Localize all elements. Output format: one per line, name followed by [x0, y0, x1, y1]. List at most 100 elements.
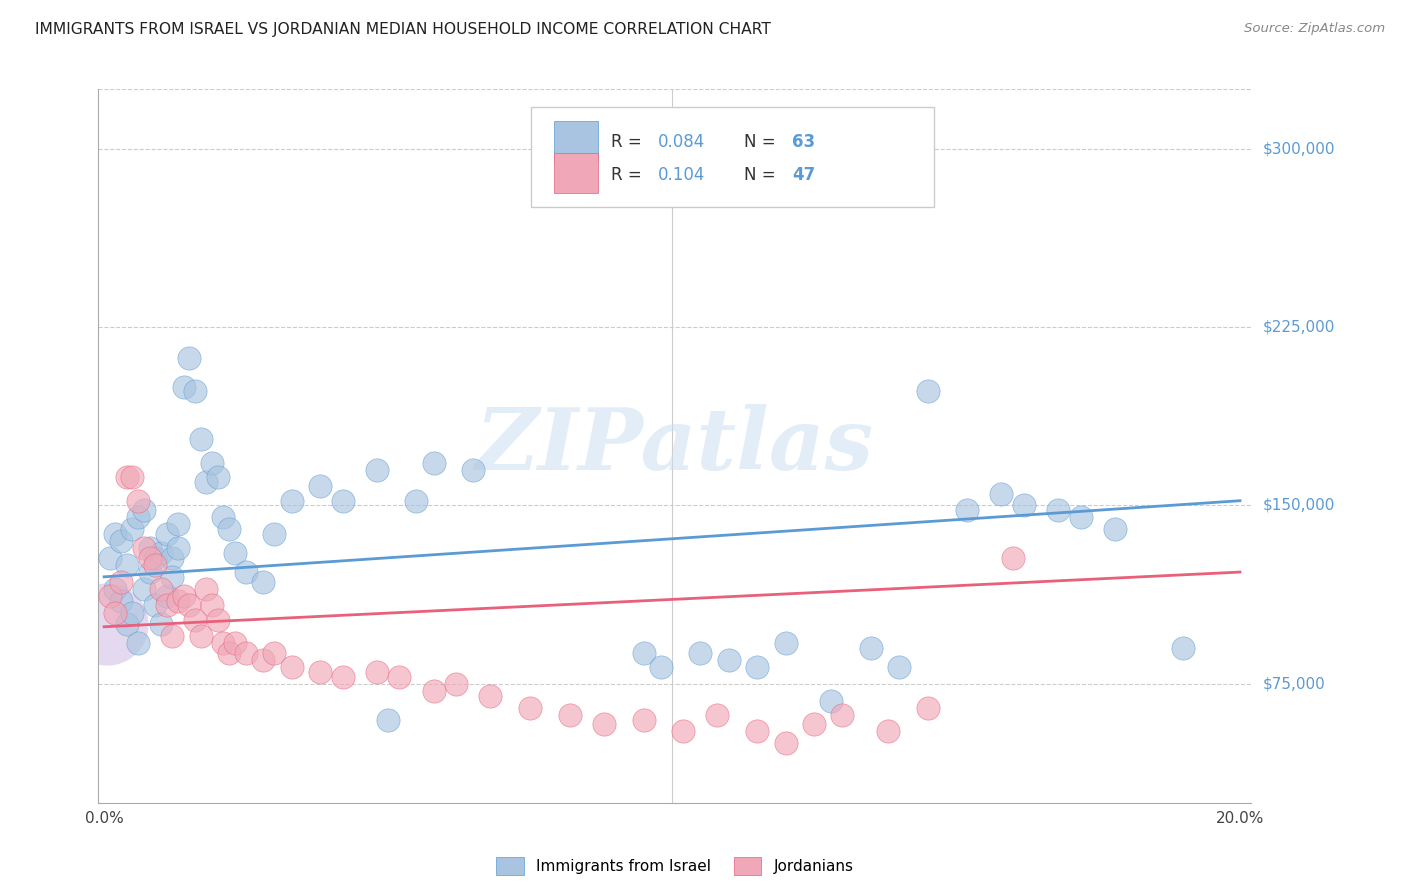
Point: [98, 589, 121, 603]
Point: [917, 384, 939, 399]
Point: [162, 629, 184, 643]
Point: [110, 593, 132, 607]
Point: [149, 617, 172, 632]
Point: [149, 546, 172, 560]
Point: [405, 493, 427, 508]
Point: [775, 636, 797, 650]
Point: [689, 646, 711, 660]
Point: [422, 456, 444, 470]
Point: [366, 665, 388, 679]
FancyBboxPatch shape: [554, 121, 598, 161]
Point: [184, 384, 207, 399]
Text: 0.084: 0.084: [658, 133, 704, 151]
Point: [1173, 641, 1195, 656]
Text: R =: R =: [612, 133, 648, 151]
Point: [173, 379, 195, 393]
Point: [190, 629, 212, 643]
Point: [889, 660, 911, 674]
Point: [280, 660, 302, 674]
Point: [377, 713, 399, 727]
Point: [263, 527, 285, 541]
Point: [138, 550, 160, 565]
Point: [143, 550, 166, 565]
Point: [235, 565, 257, 579]
Point: [263, 646, 285, 660]
Point: [132, 582, 155, 596]
Point: [479, 689, 502, 703]
Point: [184, 613, 207, 627]
Point: [388, 670, 411, 684]
Point: [956, 503, 979, 517]
Text: 63: 63: [793, 133, 815, 151]
Point: [155, 599, 177, 613]
Point: [149, 582, 172, 596]
Point: [672, 724, 695, 739]
Point: [212, 636, 235, 650]
Point: [132, 503, 155, 517]
Point: [917, 700, 939, 714]
Point: [96, 617, 118, 632]
Point: [820, 693, 842, 707]
Point: [212, 510, 235, 524]
Point: [224, 546, 246, 560]
Point: [831, 707, 853, 722]
FancyBboxPatch shape: [554, 153, 598, 193]
Point: [558, 707, 581, 722]
Point: [173, 589, 195, 603]
Point: [98, 550, 121, 565]
Point: [195, 582, 218, 596]
Point: [162, 570, 184, 584]
Text: N =: N =: [744, 133, 780, 151]
Point: [650, 660, 672, 674]
Point: [110, 574, 132, 589]
Point: [121, 470, 143, 484]
Point: [207, 470, 229, 484]
Point: [138, 541, 160, 556]
Point: [143, 599, 166, 613]
Point: [218, 646, 240, 660]
Point: [179, 599, 201, 613]
Point: [167, 541, 190, 556]
Point: [138, 565, 160, 579]
Point: [252, 574, 274, 589]
Point: [1001, 550, 1024, 565]
FancyBboxPatch shape: [530, 107, 935, 207]
Point: [127, 636, 149, 650]
Point: [207, 613, 229, 627]
Point: [218, 522, 240, 536]
Point: [876, 724, 898, 739]
Point: [252, 653, 274, 667]
Point: [190, 432, 212, 446]
Point: [195, 475, 218, 489]
Point: [747, 660, 769, 674]
Point: [280, 493, 302, 508]
Point: [859, 641, 882, 656]
Point: [121, 522, 143, 536]
Text: $225,000: $225,000: [1263, 319, 1334, 334]
Point: [179, 351, 201, 365]
Point: [1104, 522, 1126, 536]
Point: [115, 470, 138, 484]
Point: [143, 558, 166, 572]
Point: [104, 582, 127, 596]
Text: R =: R =: [612, 166, 648, 184]
Point: [121, 606, 143, 620]
Point: [201, 599, 224, 613]
Point: [444, 677, 467, 691]
Text: $75,000: $75,000: [1263, 676, 1326, 691]
Point: [519, 700, 541, 714]
Point: [127, 493, 149, 508]
Text: ZIPatlas: ZIPatlas: [475, 404, 875, 488]
Point: [1047, 503, 1070, 517]
Point: [162, 550, 184, 565]
Text: N =: N =: [744, 166, 780, 184]
Point: [1012, 499, 1035, 513]
Point: [593, 717, 616, 731]
Point: [422, 684, 444, 698]
Point: [104, 527, 127, 541]
Point: [309, 479, 332, 493]
Point: [633, 713, 655, 727]
Point: [332, 670, 354, 684]
Point: [127, 510, 149, 524]
Point: [115, 558, 138, 572]
